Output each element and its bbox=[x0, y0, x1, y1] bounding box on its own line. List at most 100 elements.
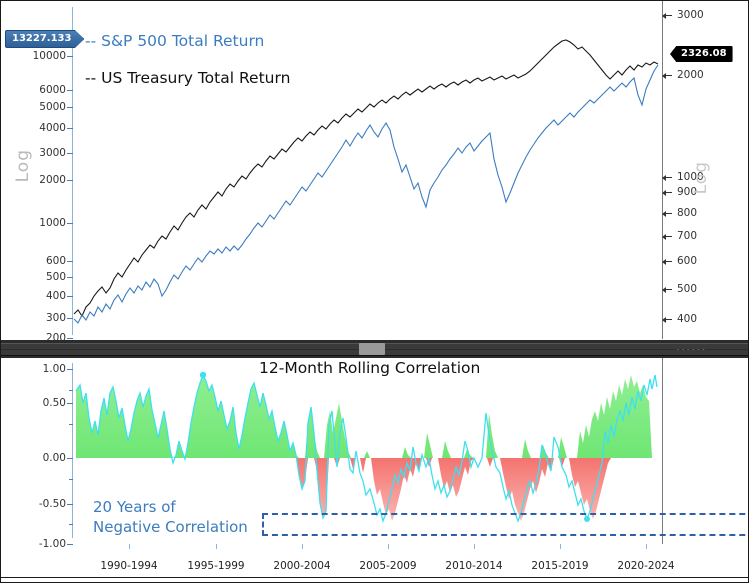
price-right-tick-1: 2000 bbox=[677, 69, 704, 81]
price-left-tickmark-4 bbox=[67, 153, 73, 154]
corr-tick-1: 0.50 bbox=[42, 397, 66, 409]
price-right-tickmark-2 bbox=[662, 174, 672, 181]
corr-tickmark-minor-0 bbox=[69, 390, 73, 391]
price-left-tick-8: 500 bbox=[45, 271, 66, 283]
corr-tickmark-minor-1 bbox=[69, 424, 73, 425]
price-left-tickmark-10 bbox=[67, 318, 73, 319]
price-left-tick-7: 600 bbox=[45, 255, 66, 267]
right-scale-log-label: Log bbox=[691, 161, 711, 195]
price-plot-area bbox=[72, 7, 662, 335]
price-left-tickmark-0 bbox=[67, 56, 73, 57]
price-left-tickmark-5 bbox=[67, 180, 73, 181]
price-right-tickmark-6 bbox=[662, 258, 672, 265]
price-left-tick-2: 5000 bbox=[39, 101, 66, 113]
price-left-tick-4: 3000 bbox=[39, 147, 66, 159]
price-right-tick-5: 700 bbox=[677, 230, 698, 242]
price-right-tick-3: 900 bbox=[677, 186, 698, 198]
price-right-axis-line bbox=[662, 1, 663, 339]
price-series-svg bbox=[73, 39, 659, 324]
price-left-tickmark-3 bbox=[67, 128, 73, 129]
splitter-drag-handle[interactable] bbox=[359, 343, 385, 355]
price-panel: 10000 6000 5000 4000 3000 2000 1000 600 … bbox=[1, 1, 748, 344]
price-right-tickmark-8 bbox=[662, 316, 672, 323]
x-tickmark-6 bbox=[646, 544, 647, 549]
x-label-6: 2020-2024 bbox=[617, 560, 675, 572]
price-left-tickmark-6 bbox=[67, 223, 73, 224]
x-label-0: 1990-1994 bbox=[100, 560, 158, 572]
price-right-tickmark-7 bbox=[662, 286, 672, 293]
corr-tick-3: -0.50 bbox=[38, 498, 66, 510]
correlation-negative-area bbox=[297, 458, 611, 521]
correlation-line bbox=[75, 373, 658, 524]
legend-spx-total-return: -- S&P 500 Total Return bbox=[85, 32, 265, 50]
corr-right-axis-line bbox=[662, 358, 663, 544]
price-left-tick-5: 2000 bbox=[39, 174, 66, 186]
correlation-panel: 1.00 0.50 0.00 -0.50 -1.00 bbox=[1, 358, 748, 582]
corr-tickmark-1 bbox=[67, 403, 73, 404]
panel-splitter[interactable]: - - - - - - bbox=[1, 340, 748, 358]
price-left-tick-1: 6000 bbox=[39, 84, 66, 96]
price-left-tick-10: 300 bbox=[45, 312, 66, 324]
x-tickmark-1 bbox=[216, 544, 217, 549]
corr-tickmark-minor-3 bbox=[69, 524, 73, 525]
price-right-tick-7: 500 bbox=[677, 283, 698, 295]
price-left-tickmark-11 bbox=[67, 338, 73, 339]
price-left-tickmark-7 bbox=[67, 261, 73, 262]
corr-tickmark-4 bbox=[67, 544, 73, 545]
x-label-2: 2000-2004 bbox=[273, 560, 331, 572]
annotation-line-2: Negative Correlation bbox=[93, 518, 248, 536]
spx-value-badge: 13227.133 bbox=[5, 30, 85, 48]
price-right-tick-6: 600 bbox=[677, 255, 698, 267]
price-left-tick-6: 1000 bbox=[39, 217, 66, 229]
x-tickmark-3 bbox=[388, 544, 389, 549]
price-right-tickmark-3 bbox=[662, 189, 672, 196]
corr-tickmark-minor-2 bbox=[69, 479, 73, 480]
corr-tick-2: 0.00 bbox=[42, 452, 66, 464]
correlation-positive-area bbox=[76, 375, 652, 458]
corr-tickmark-2 bbox=[67, 458, 73, 459]
price-right-tickmark-1 bbox=[662, 72, 672, 79]
x-label-4: 2010-2014 bbox=[445, 560, 503, 572]
correlation-trough-marker bbox=[584, 516, 590, 522]
x-tickmark-2 bbox=[302, 544, 303, 549]
correlation-plot-area bbox=[72, 363, 662, 538]
price-right-tick-4: 800 bbox=[677, 207, 698, 219]
price-right-tickmark-4 bbox=[662, 210, 672, 217]
spx-total-return-line bbox=[73, 64, 659, 324]
legend-ust-total-return: -- US Treasury Total Return bbox=[85, 69, 291, 87]
price-left-tickmark-8 bbox=[67, 277, 73, 278]
ust-total-return-line bbox=[73, 39, 659, 318]
corr-left-axis-line bbox=[72, 363, 73, 538]
price-right-tick-8: 400 bbox=[677, 313, 698, 325]
corr-tick-0: 1.00 bbox=[42, 363, 66, 375]
x-label-5: 2015-2019 bbox=[531, 560, 589, 572]
price-left-tickmark-2 bbox=[67, 107, 73, 108]
negative-correlation-annotation: 20 Years of Negative Correlation bbox=[93, 497, 248, 537]
price-left-tick-3: 4000 bbox=[39, 122, 66, 134]
ust-value-badge: 2326.08 bbox=[670, 46, 733, 62]
correlation-peak-marker bbox=[199, 371, 207, 379]
correlation-svg bbox=[75, 371, 658, 524]
price-left-tick-9: 400 bbox=[45, 290, 66, 302]
x-tickmark-5 bbox=[560, 544, 561, 549]
corr-tickmark-0 bbox=[67, 369, 73, 370]
price-right-tick-0: 3000 bbox=[677, 9, 704, 21]
corr-tickmark-3 bbox=[67, 504, 73, 505]
price-left-tickmark-1 bbox=[67, 90, 73, 91]
corr-tick-4: -1.00 bbox=[38, 538, 66, 550]
price-left-tick-0: 10000 bbox=[32, 50, 66, 62]
left-scale-log-label: Log bbox=[13, 149, 33, 183]
price-left-axis-line bbox=[72, 7, 73, 335]
x-label-3: 2005-2009 bbox=[359, 560, 417, 572]
x-tickmark-4 bbox=[474, 544, 475, 549]
bottom-border-rule bbox=[1, 577, 748, 578]
correlation-panel-title: 12-Month Rolling Correlation bbox=[259, 359, 481, 377]
price-right-tickmark-5 bbox=[662, 233, 672, 240]
price-right-tick-2: 1000 bbox=[677, 171, 704, 183]
x-tickmark-0 bbox=[129, 544, 130, 549]
price-right-tickmark-0 bbox=[662, 12, 672, 19]
x-label-1: 1995-1999 bbox=[187, 560, 245, 572]
price-left-tickmark-9 bbox=[67, 296, 73, 297]
negative-correlation-box bbox=[262, 513, 748, 536]
annotation-line-1: 20 Years of bbox=[93, 498, 176, 516]
